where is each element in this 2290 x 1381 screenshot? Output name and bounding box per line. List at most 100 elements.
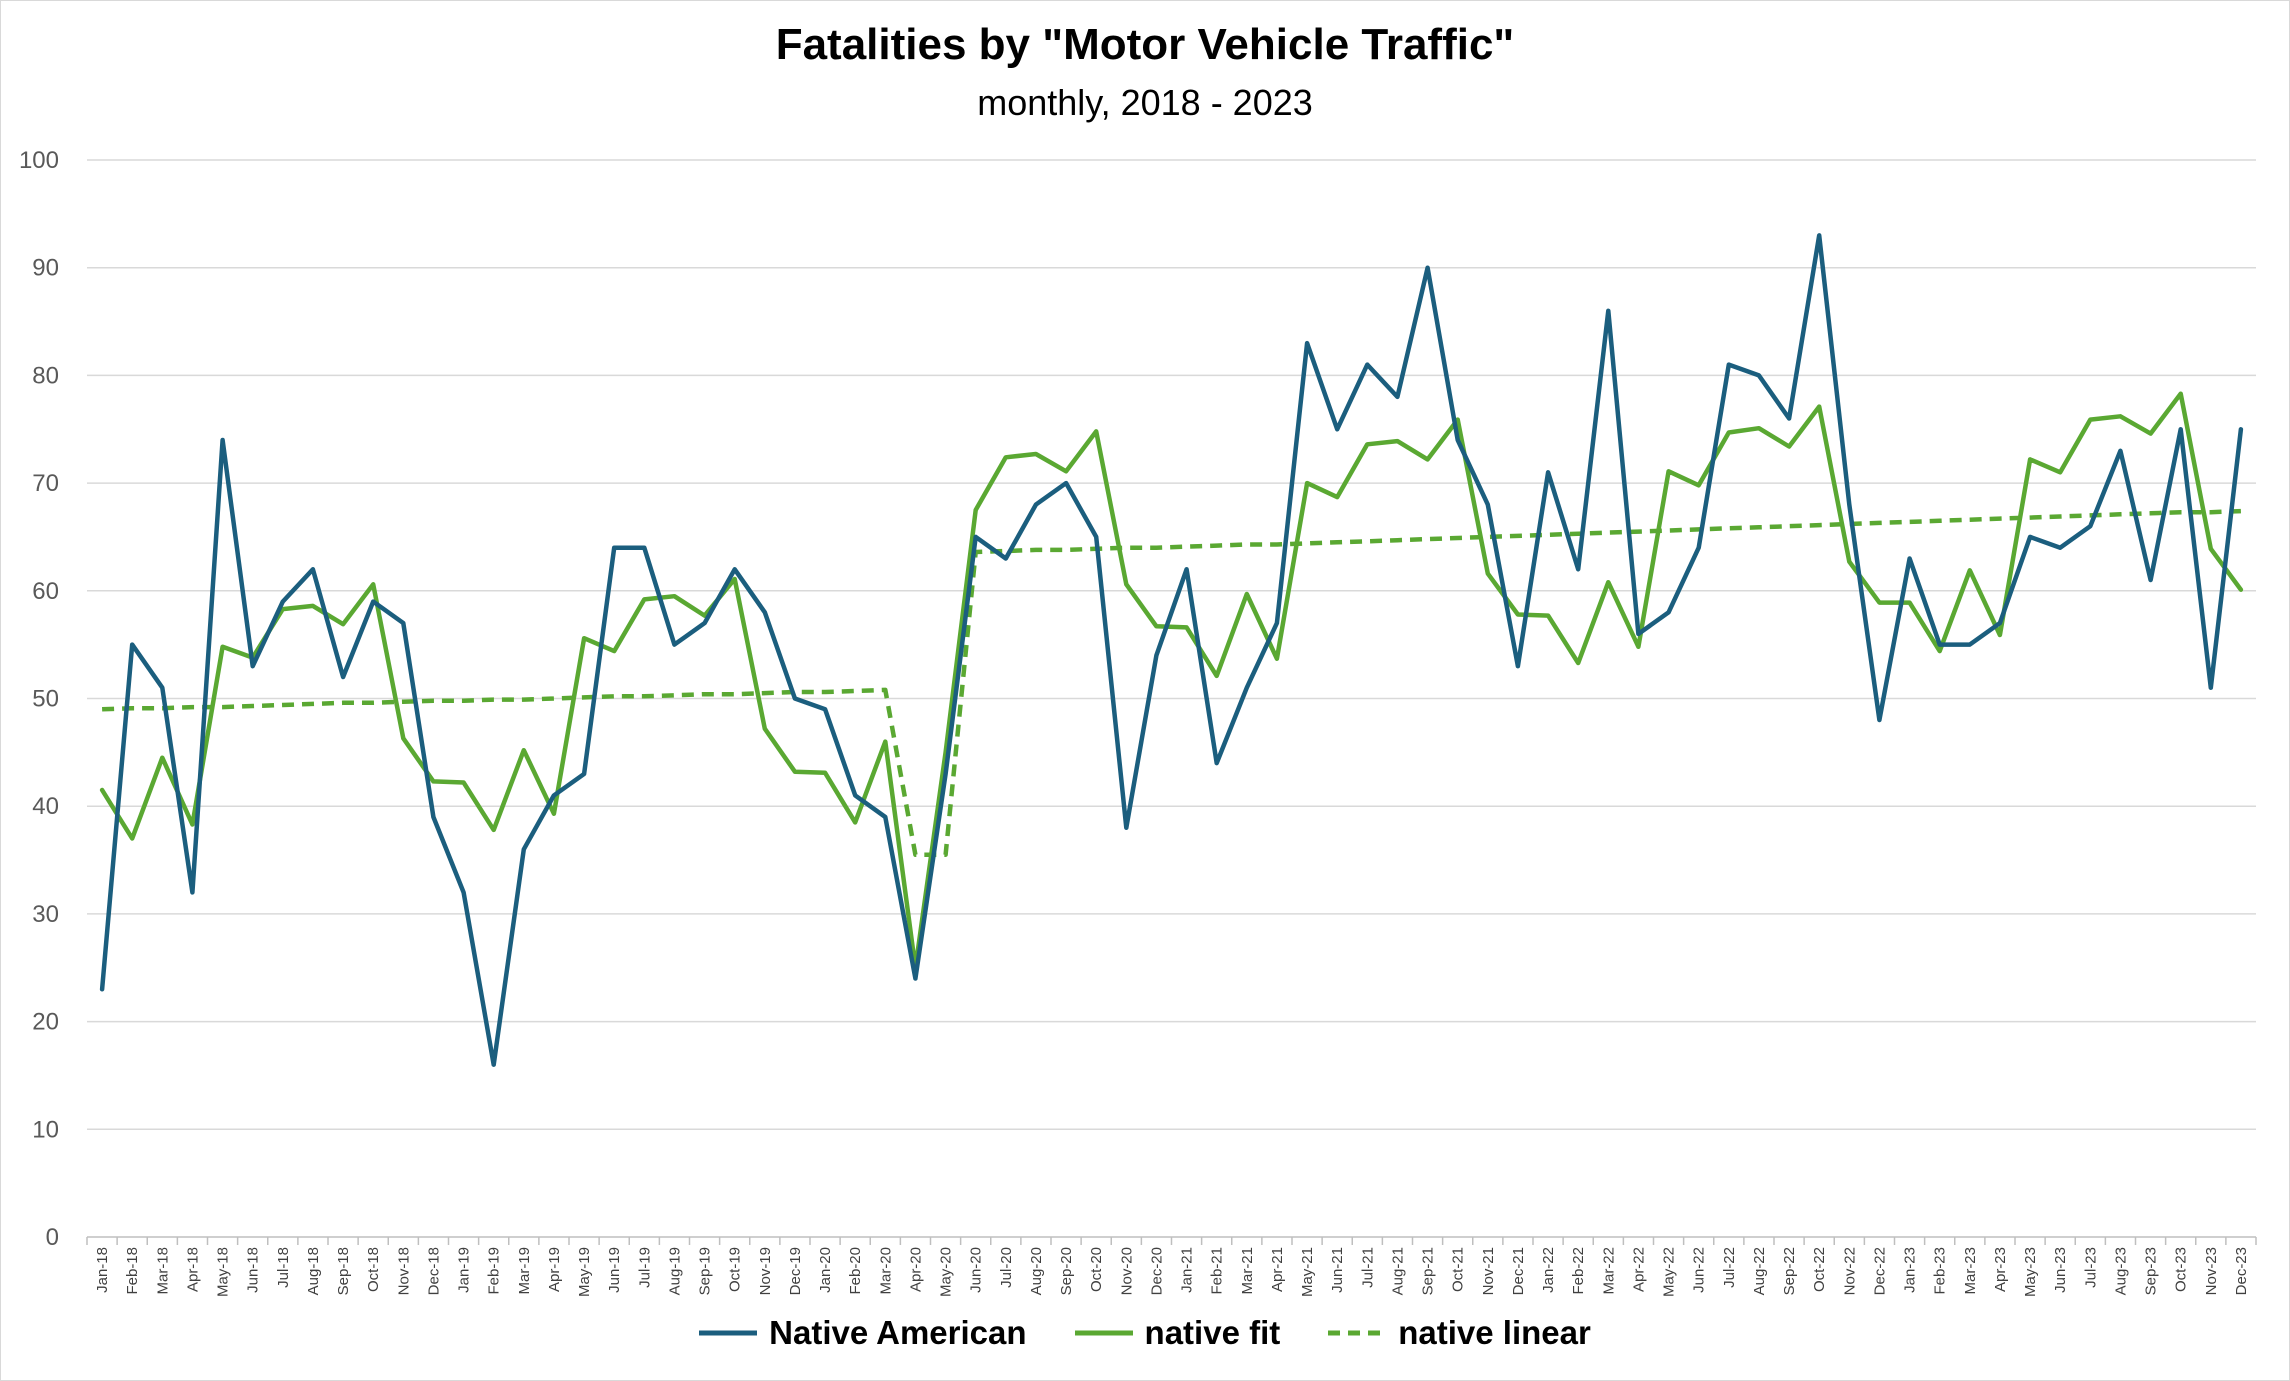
series-lines xyxy=(99,233,2244,1067)
x-tick-label: Feb-18 xyxy=(124,1247,141,1295)
x-tick-label: Apr-19 xyxy=(546,1247,563,1292)
x-tick-label: May-22 xyxy=(1661,1247,1678,1297)
series-line-native-fit xyxy=(99,391,2244,971)
y-axis-ticks: 0 10 20 30 40 50 60 70 80 90 100 xyxy=(19,147,59,1251)
x-tick-label: Aug-20 xyxy=(1028,1247,1045,1295)
x-tick-label: Oct-21 xyxy=(1450,1247,1467,1292)
x-tick-label: Mar-18 xyxy=(154,1247,171,1295)
legend-swatch xyxy=(699,1330,758,1336)
x-tick-label: Apr-23 xyxy=(1992,1247,2009,1292)
x-tick-label: Jul-21 xyxy=(1359,1247,1376,1288)
x-tick-label: Dec-20 xyxy=(1148,1247,1165,1295)
x-tick-label: Aug-23 xyxy=(2112,1247,2129,1295)
x-tick-label: Feb-19 xyxy=(486,1247,503,1295)
y-tick-label: 10 xyxy=(32,1116,59,1143)
y-tick-label: 20 xyxy=(32,1009,59,1036)
x-tick-label: Jun-18 xyxy=(245,1247,262,1293)
legend-item: native fit xyxy=(1074,1314,1281,1352)
x-tick-label: Dec-19 xyxy=(787,1247,804,1295)
y-tick-label: 40 xyxy=(32,793,59,820)
x-tick-label: Jul-20 xyxy=(998,1247,1015,1288)
x-tick-label: Jun-23 xyxy=(2052,1247,2069,1293)
x-tick-label: Aug-22 xyxy=(1751,1247,1768,1295)
x-tick-label: Oct-19 xyxy=(727,1247,744,1292)
legend-label: native fit xyxy=(1144,1314,1281,1351)
x-tick-label: Jul-19 xyxy=(636,1247,653,1288)
x-tick-label: Jun-21 xyxy=(1329,1247,1346,1293)
x-tick-label: Sep-23 xyxy=(2143,1247,2160,1295)
x-tick-label: Mar-19 xyxy=(516,1247,533,1295)
y-tick-label: 0 xyxy=(46,1224,59,1251)
x-tick-label: Oct-18 xyxy=(365,1247,382,1292)
chart-subtitle: monthly, 2018 - 2023 xyxy=(977,82,1313,123)
x-tick-label: Jan-19 xyxy=(456,1247,473,1293)
x-tick-label: Nov-19 xyxy=(757,1247,774,1295)
x-tick-label: Jan-21 xyxy=(1179,1247,1196,1293)
x-tick-label: Feb-20 xyxy=(847,1247,864,1295)
y-tick-label: 100 xyxy=(19,147,59,174)
y-tick-label: 70 xyxy=(32,470,59,497)
x-tick-label: Jun-19 xyxy=(606,1247,623,1293)
x-tick-label: Aug-19 xyxy=(666,1247,683,1295)
x-tick-label: Nov-23 xyxy=(2203,1247,2220,1295)
y-tick-label: 90 xyxy=(32,255,59,282)
x-tick-label: Mar-21 xyxy=(1239,1247,1256,1295)
x-tick-label: May-20 xyxy=(938,1247,955,1297)
x-tick-label: Jun-22 xyxy=(1691,1247,1708,1293)
x-tick-label: Jul-23 xyxy=(2082,1247,2099,1288)
y-tick-label: 60 xyxy=(32,578,59,605)
x-tick-label: Sep-21 xyxy=(1420,1247,1437,1295)
x-tick-label: Oct-22 xyxy=(1811,1247,1828,1292)
y-tick-label: 30 xyxy=(32,901,59,928)
x-tick-label: Nov-22 xyxy=(1841,1247,1858,1295)
x-tick-label: Apr-22 xyxy=(1630,1247,1647,1292)
x-tick-label: Sep-22 xyxy=(1781,1247,1798,1295)
x-tick-label: Mar-22 xyxy=(1600,1247,1617,1295)
x-tick-label: Jul-22 xyxy=(1721,1247,1738,1288)
series-line-native-linear xyxy=(102,508,2241,857)
x-tick-label: Feb-22 xyxy=(1570,1247,1587,1295)
x-tick-label: Sep-18 xyxy=(335,1247,352,1295)
x-tick-label: Jul-18 xyxy=(275,1247,292,1288)
x-tick-label: Apr-20 xyxy=(907,1247,924,1292)
x-tick-label: Jan-18 xyxy=(94,1247,111,1293)
x-tick-label: May-23 xyxy=(2022,1247,2039,1297)
x-tick-label: Aug-18 xyxy=(305,1247,322,1295)
x-tick-label: Sep-20 xyxy=(1058,1247,1075,1295)
x-tick-label: Dec-21 xyxy=(1510,1247,1527,1295)
x-tick-label: Dec-22 xyxy=(1871,1247,1888,1295)
legend-item: Native American xyxy=(699,1314,1027,1352)
x-tick-label: Dec-18 xyxy=(425,1247,442,1295)
gridlines xyxy=(87,159,2256,1131)
chart-title: Fatalities by "Motor Vehicle Traffic" xyxy=(775,20,1515,69)
x-tick-label: Nov-18 xyxy=(395,1247,412,1295)
x-tick-label: Jun-20 xyxy=(968,1247,985,1293)
x-tick-label: May-21 xyxy=(1299,1247,1316,1297)
x-tick-label: May-18 xyxy=(215,1247,232,1297)
x-axis-ticks: Jan-18 Feb-18 Mar-18 Apr-18 May-18 Jun-18 Jul-… xyxy=(86,1237,2257,1297)
legend: Native American native fit native linear xyxy=(0,1314,2290,1352)
legend-swatch xyxy=(1074,1330,1133,1336)
y-tick-label: 80 xyxy=(32,362,59,389)
x-tick-label: Mar-23 xyxy=(1962,1247,1979,1295)
legend-item: native linear xyxy=(1328,1314,1591,1352)
legend-label: native linear xyxy=(1398,1314,1591,1351)
x-tick-label: Aug-21 xyxy=(1389,1247,1406,1295)
x-tick-label: Oct-23 xyxy=(2173,1247,2190,1292)
x-tick-label: Feb-21 xyxy=(1209,1247,1226,1295)
x-tick-label: Apr-21 xyxy=(1269,1247,1286,1292)
x-tick-label: Oct-20 xyxy=(1088,1247,1105,1292)
x-tick-label: Nov-21 xyxy=(1480,1247,1497,1295)
x-tick-label: Feb-23 xyxy=(1932,1247,1949,1295)
x-tick-label: Jan-23 xyxy=(1902,1247,1919,1293)
legend-label: Native American xyxy=(769,1314,1027,1351)
x-tick-label: Dec-23 xyxy=(2233,1247,2250,1295)
x-tick-label: Jan-20 xyxy=(817,1247,834,1293)
x-tick-label: Jan-22 xyxy=(1540,1247,1557,1293)
y-tick-label: 50 xyxy=(32,686,59,713)
x-tick-label: May-19 xyxy=(576,1247,593,1297)
x-tick-label: Nov-20 xyxy=(1118,1247,1135,1295)
x-tick-label: Apr-18 xyxy=(184,1247,201,1292)
